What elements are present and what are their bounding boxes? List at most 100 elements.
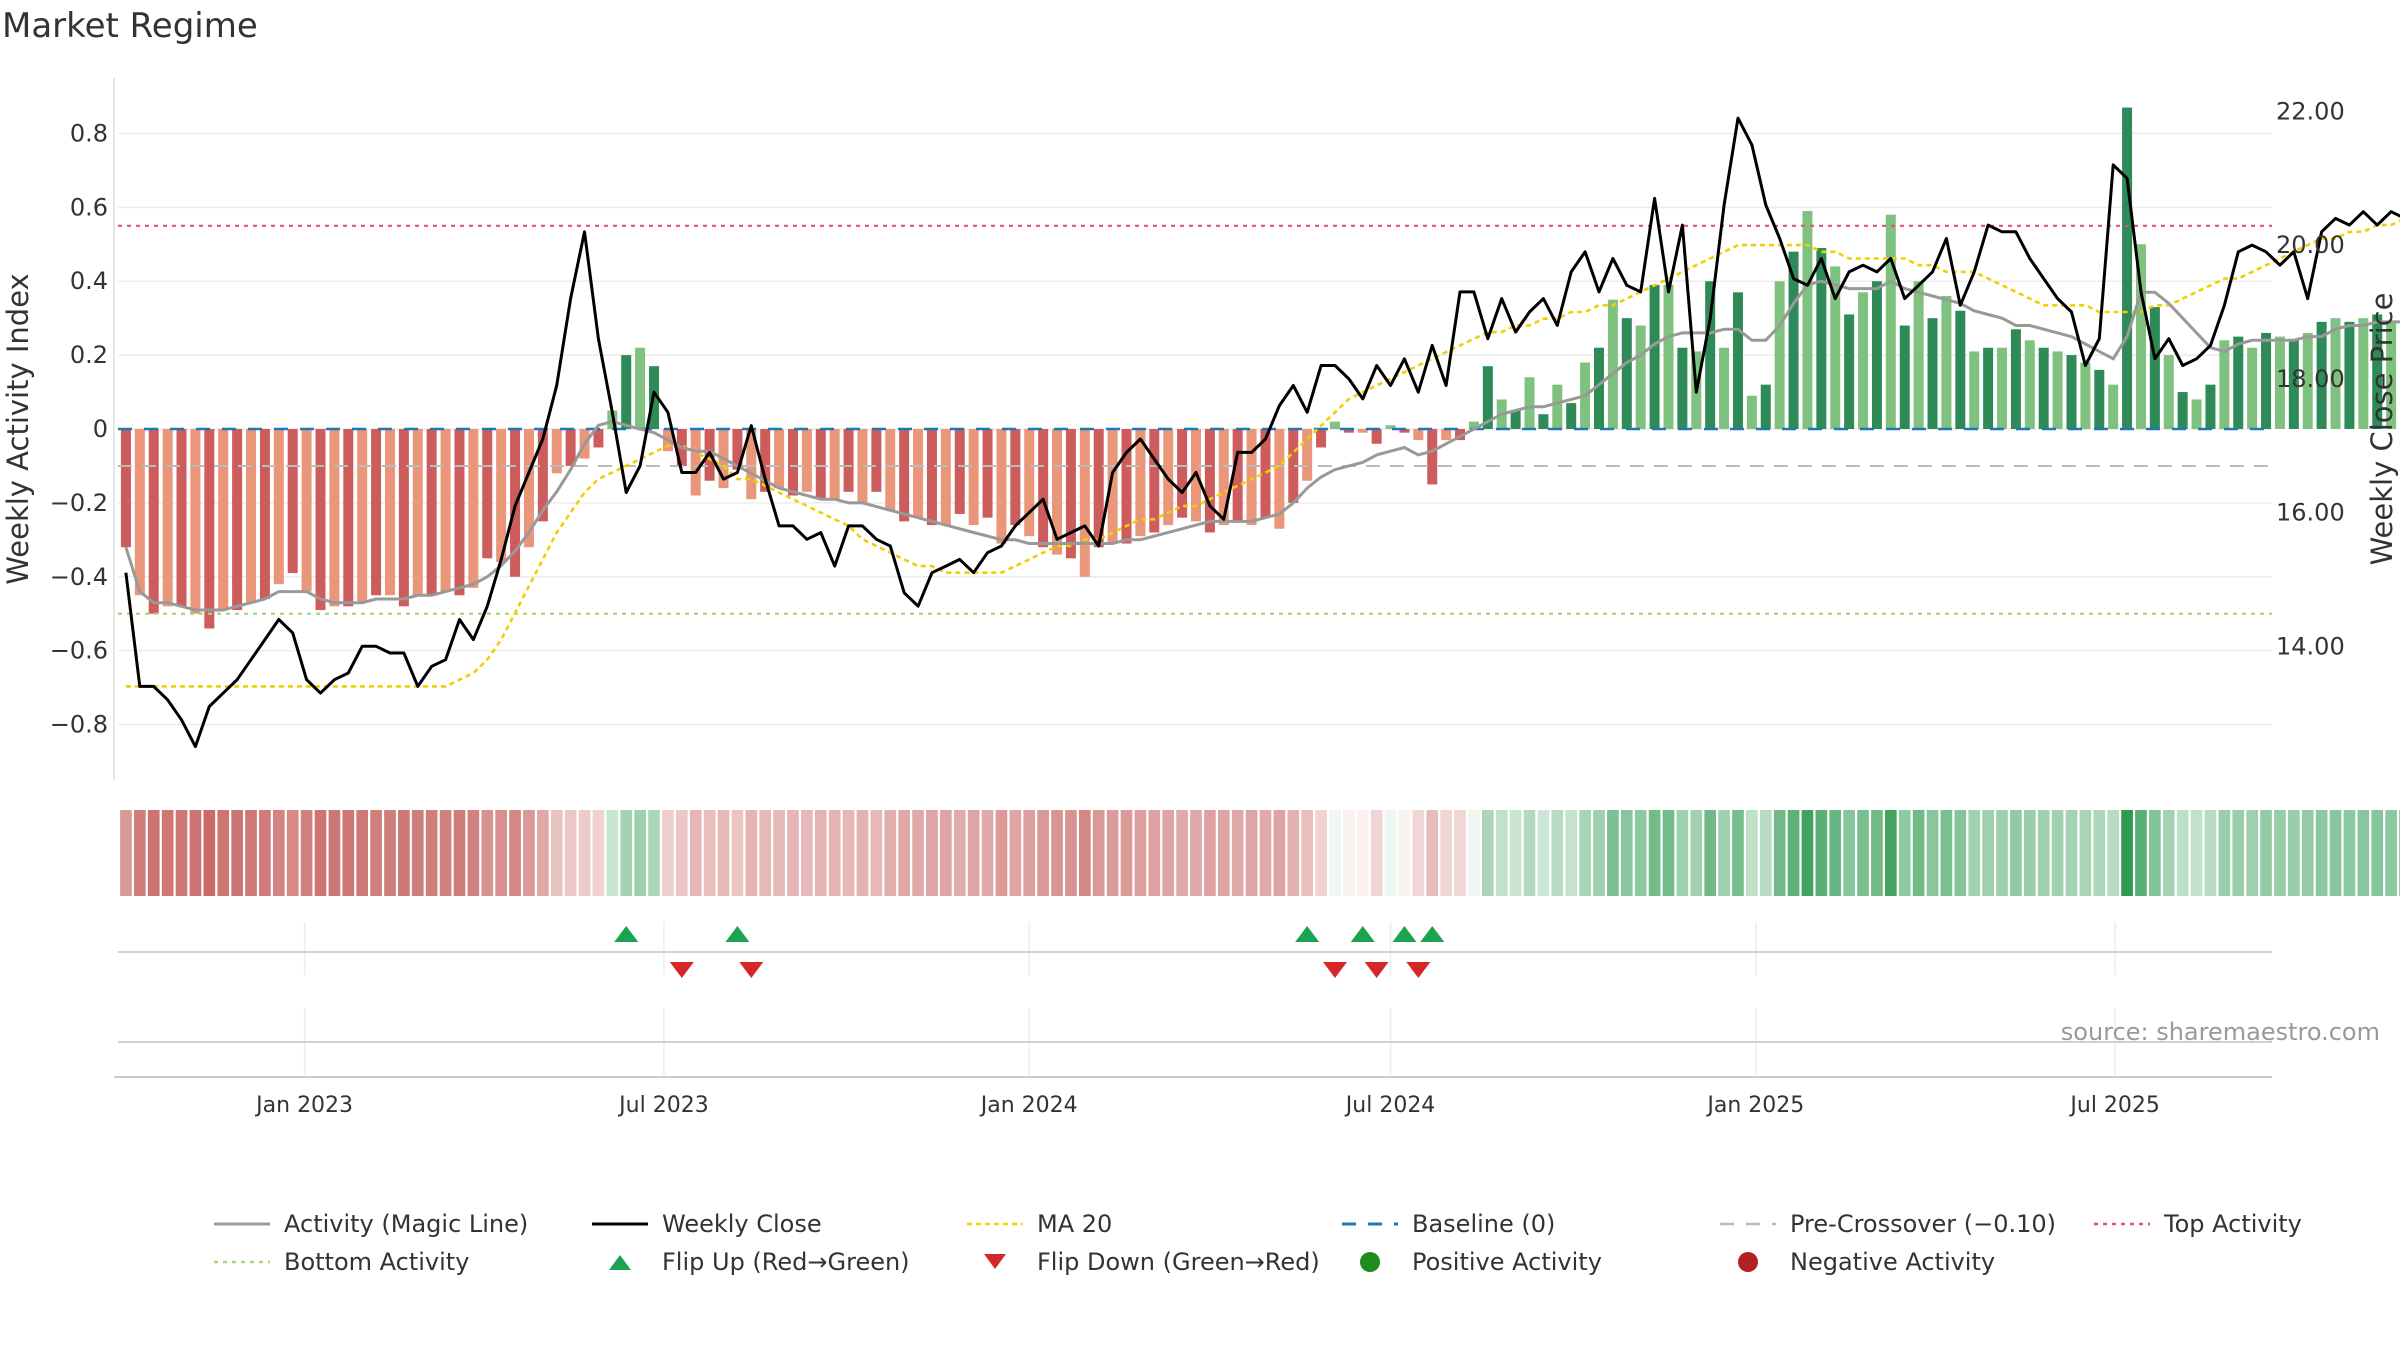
regime-strip-cell — [1106, 810, 1119, 896]
activity-bar — [190, 429, 201, 614]
series-lines — [124, 116, 2400, 749]
regime-strip-cell — [467, 810, 480, 896]
regime-strip-cell — [2288, 810, 2300, 896]
activity-bar — [760, 429, 771, 492]
axes-layer: −0.8 −0.6 −0.4 −0.2 0 0.2 0.4 0.6 0.8 14.00 16.00 1… — [1, 78, 2399, 1118]
chart-title: Market Regime — [2, 6, 258, 46]
activity-bar — [621, 355, 632, 429]
regime-strip-cell — [926, 810, 938, 896]
ma20-line — [125, 219, 2400, 688]
activity-bar — [1983, 347, 1994, 429]
regime-strip-cell — [2246, 810, 2258, 896]
activity-bar — [1941, 295, 1952, 429]
activity-bar — [954, 429, 965, 514]
regime-strip-cell — [2079, 810, 2092, 896]
regime-strip-cell — [1579, 810, 1591, 896]
regime-strip-cell — [2274, 810, 2286, 896]
activity-bar — [1246, 429, 1257, 526]
y-right-tick-label: 18.00 — [2276, 365, 2345, 393]
activity-bar — [1621, 318, 1632, 429]
activity-bar — [551, 429, 562, 474]
regime-strip-cell — [189, 810, 202, 896]
regime-strip-cell — [2357, 810, 2370, 896]
regime-strip-cell — [1440, 810, 1452, 896]
regime-strip-cell — [1176, 810, 1188, 896]
activity-bar — [1149, 429, 1160, 533]
activity-bar — [1010, 429, 1021, 526]
activity-bar — [1441, 429, 1452, 441]
regime-strip-cell — [203, 810, 216, 896]
regime-strip-cell — [1704, 810, 1717, 896]
activity-bar — [1927, 318, 1938, 429]
regime-strip-cell — [1954, 810, 1967, 896]
activity-bar — [2302, 332, 2313, 429]
top-legend-swatch — [2094, 1222, 2150, 1226]
activity-bar — [148, 429, 159, 614]
activity-bar — [176, 429, 187, 607]
legend-label: Pre-Crossover (−0.10) — [1790, 1210, 2057, 1238]
regime-strip-cell — [481, 810, 494, 896]
regime-strip-cell — [2218, 810, 2231, 896]
legend-item-ma: MA 20 — [965, 1206, 1112, 1242]
lower-panel — [114, 1041, 2272, 1078]
regime-strip-cell — [2329, 810, 2342, 896]
regime-strip-cell — [1857, 810, 1869, 896]
regime-strip-cell — [675, 810, 688, 896]
regime-strip-cell — [134, 810, 146, 896]
regime-strip-cell — [2385, 810, 2397, 896]
regime-strip-cell — [1370, 810, 1383, 896]
regime-strip-cell — [648, 810, 660, 896]
activity-bar — [1121, 429, 1132, 544]
legend-label: Positive Activity — [1412, 1248, 1602, 1276]
regime-strip-cell — [1607, 810, 1619, 896]
activity-bar — [1427, 429, 1438, 485]
regime-strip-cell — [1120, 810, 1133, 896]
regime-strip-cell — [787, 810, 799, 896]
activity-bar — [2288, 340, 2299, 429]
regime-strip-cell — [940, 810, 952, 896]
activity-bar — [2191, 399, 2202, 429]
activity-bar — [1482, 366, 1493, 429]
activity-bar — [926, 429, 937, 526]
activity-bar — [2135, 244, 2146, 429]
activity-bar — [2052, 351, 2063, 429]
activity-bar — [1969, 351, 1980, 429]
activity-bar — [1719, 347, 1730, 429]
regime-strip-cell — [286, 810, 299, 896]
regime-strip-cell — [1329, 810, 1341, 896]
activity-bar — [1065, 429, 1076, 559]
activity-bar — [1566, 403, 1577, 429]
regime-strip-cell — [1940, 810, 1953, 896]
regime-strip-cell — [537, 810, 549, 896]
regime-strip-cell — [1523, 810, 1536, 896]
regime-strip-cell — [272, 810, 285, 896]
activity-bar — [1177, 429, 1188, 518]
activity-bar — [1052, 429, 1063, 555]
activity-bar — [1024, 429, 1035, 537]
regime-strip-cell — [1037, 810, 1049, 896]
regime-strip-cell — [1801, 810, 1814, 896]
activity-bar — [1260, 429, 1271, 518]
legend-item-baseline: Baseline (0) — [1340, 1206, 1555, 1242]
baseline-legend-swatch — [1342, 1222, 1398, 1226]
activity-bar — [329, 429, 340, 607]
activity-bar — [1510, 410, 1521, 429]
activity-bar — [2108, 384, 2119, 429]
regime-strip-cell — [1912, 810, 1925, 896]
regime-strip-cell — [2190, 810, 2203, 896]
regime-strip-cell — [259, 810, 271, 896]
regime-strip-cell — [1190, 810, 1202, 896]
activity-bar — [1913, 281, 1924, 429]
regime-strip-cell — [1468, 810, 1480, 896]
regime-strip-cell — [1732, 810, 1744, 896]
regime-strip-cell — [328, 810, 341, 896]
activity-bar — [1844, 314, 1855, 429]
activity-bar — [218, 429, 229, 611]
regime-strip-cell — [1996, 810, 2008, 896]
regime-strip-cell — [856, 810, 869, 896]
regime-strip-cell — [175, 810, 188, 896]
x-tick-label: Jul 2024 — [1344, 1093, 1436, 1118]
activity-bar — [120, 429, 131, 548]
activity-bar — [1677, 347, 1688, 429]
activity-bar — [1955, 310, 1966, 429]
